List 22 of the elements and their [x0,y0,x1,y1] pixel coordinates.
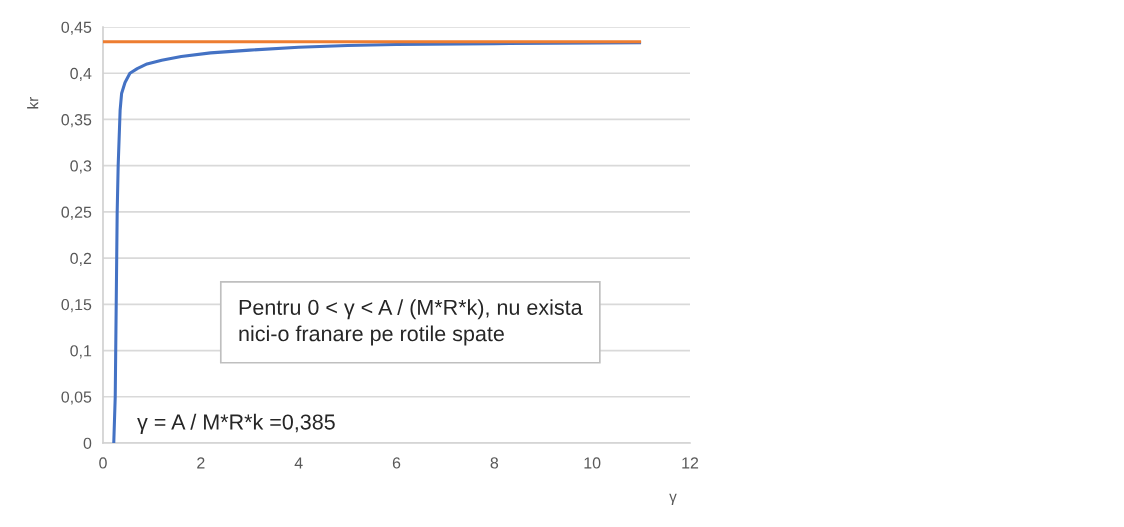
y-axis-title: kr [27,97,39,109]
x-tick-label: 2 [197,457,205,469]
y-tick-label: 0,2 [70,252,92,266]
x-tick-label: 0 [99,457,107,469]
x-tick-label: 12 [682,457,699,469]
y-tick-label: 0,05 [61,391,92,405]
y-tick-label: 0,4 [70,67,92,82]
x-tick-label: 10 [584,457,601,469]
x-tick-label: 8 [490,457,499,469]
y-tick-label: 0,25 [61,206,92,220]
annotation: γ = A / M*R*k =0,385 [137,413,335,434]
line-series [112,41,643,443]
y-tick-label: 0,15 [61,298,92,313]
x-tick-label: 4 [294,457,303,469]
y-tick-label: 0,1 [70,345,92,359]
y-tick-label: 0,45 [61,21,92,35]
y-tick-label: 0,35 [61,114,92,128]
x-axis-title: γ [669,493,677,506]
x-tick-label: 6 [392,457,401,469]
y-tick-label: 0,3 [70,160,92,174]
y-tick-label: 0 [83,437,92,449]
annotation: Pentru 0 < γ < A / (M*R*k), nu exista nici-o franare pe rotile spate [239,299,583,346]
